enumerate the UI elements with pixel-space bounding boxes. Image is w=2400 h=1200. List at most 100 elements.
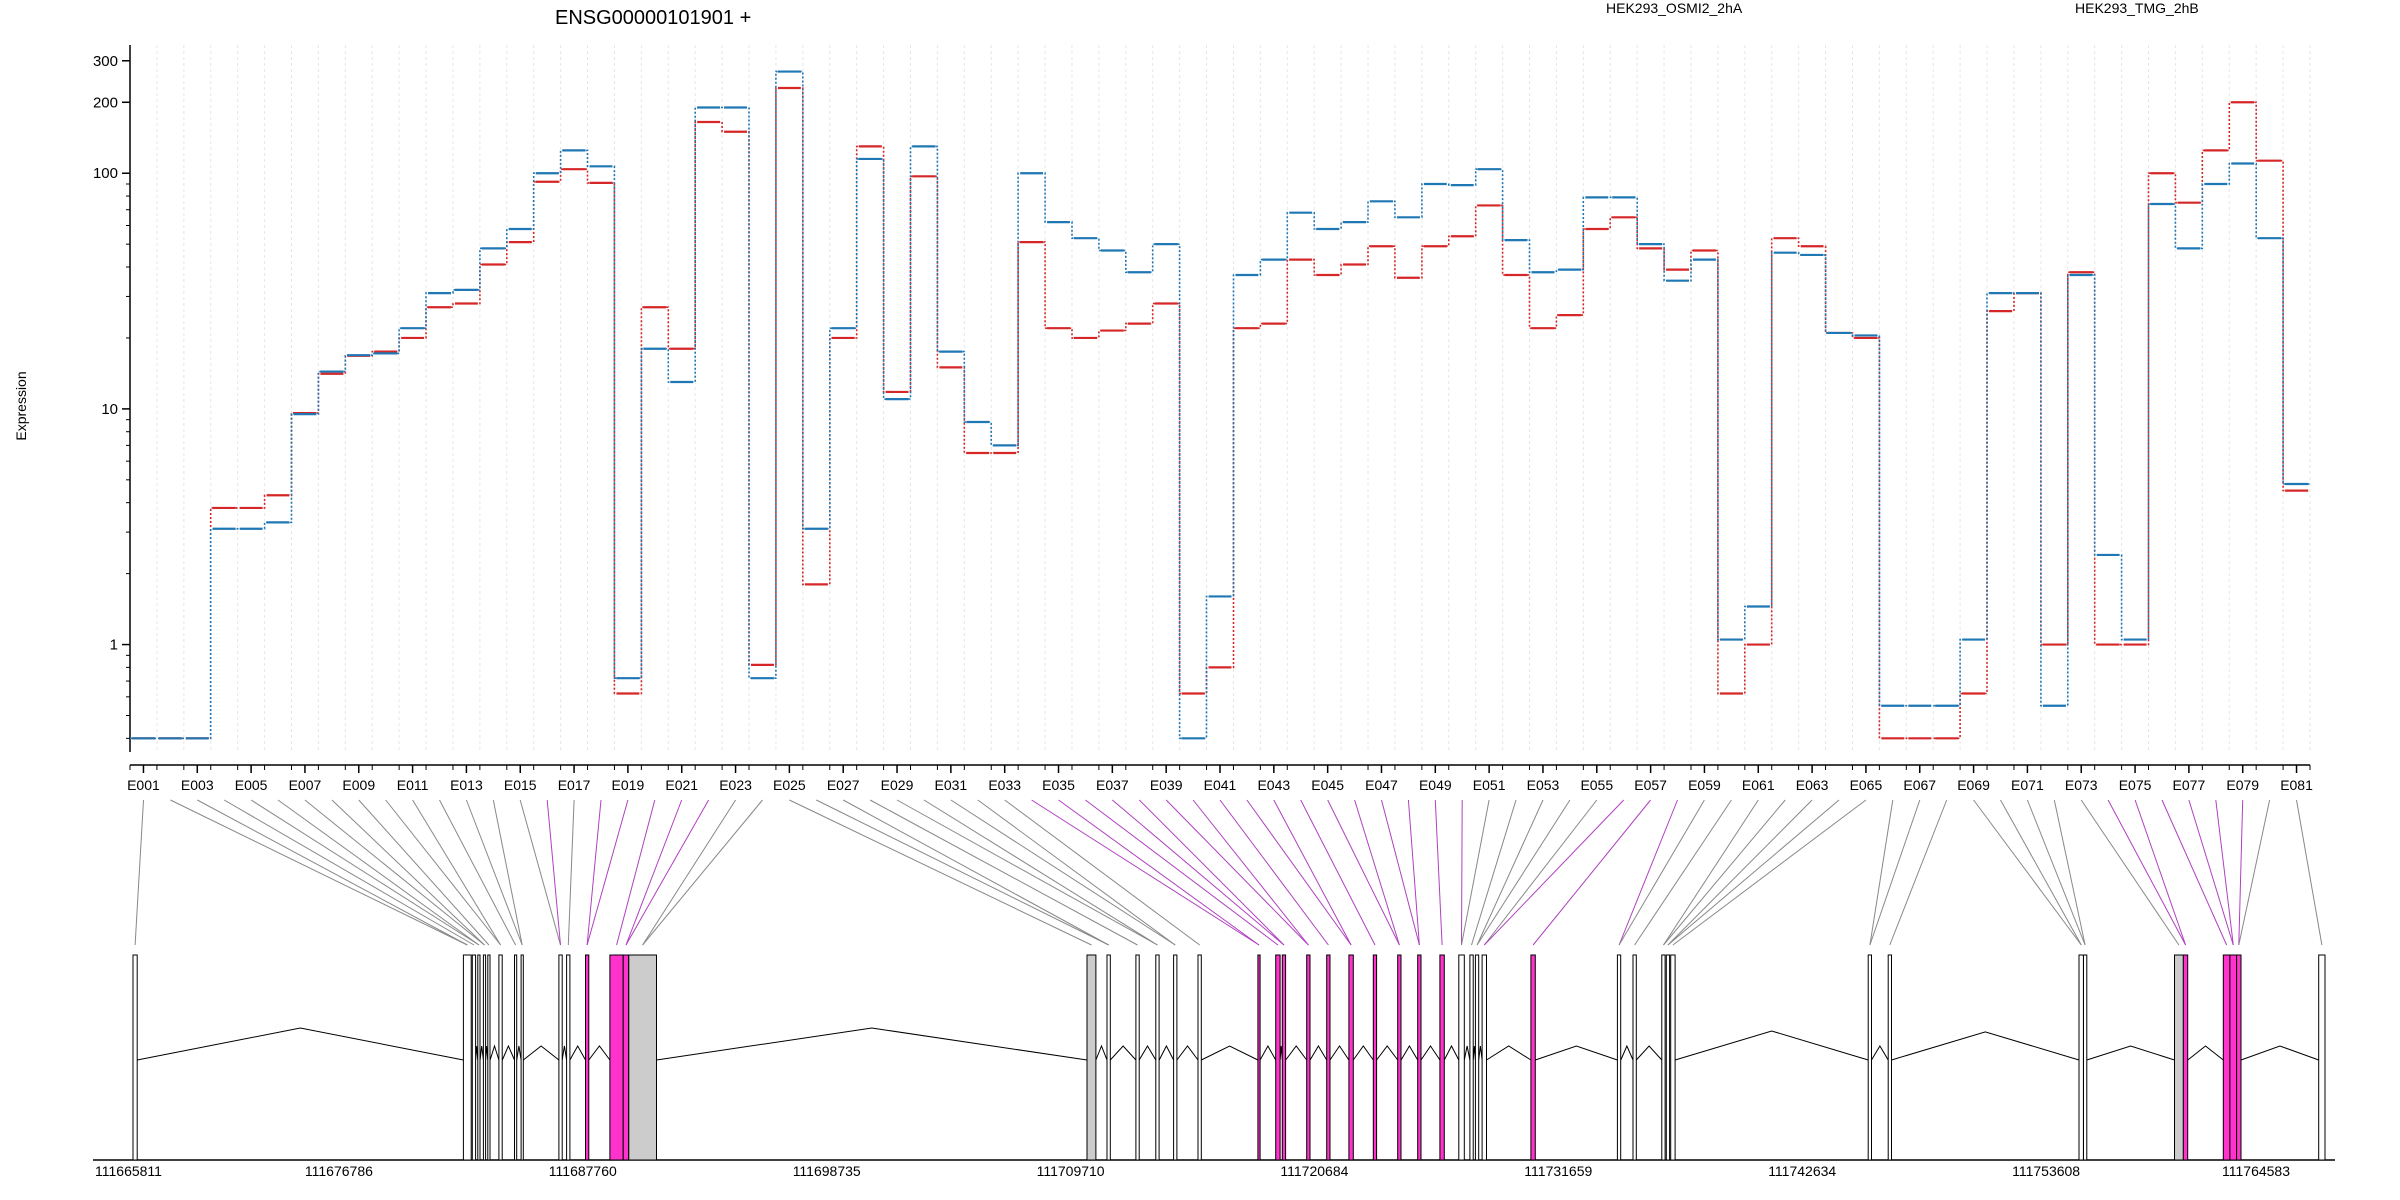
exon-connector (923, 799, 1158, 946)
exon-connector (1031, 799, 1260, 946)
exon-connector (616, 799, 656, 946)
exon-connector (223, 799, 475, 946)
exon-connector (1327, 799, 1400, 946)
exon-connector (1111, 799, 1285, 946)
y-tick-label: 10 (101, 401, 118, 418)
exon-block (1458, 954, 1465, 1161)
exon-block (1173, 954, 1178, 1161)
exon-block (1867, 954, 1872, 1161)
x-tick-label: E011 (397, 777, 429, 793)
intron (137, 1027, 464, 1061)
exon-connector (2080, 799, 2180, 946)
y-tick-label: 300 (93, 53, 118, 70)
exon-connector (439, 799, 517, 946)
exon-connector (586, 799, 629, 946)
intron (1259, 1044, 1277, 1061)
intron (1158, 1044, 1175, 1061)
exon-connector (1618, 799, 1678, 946)
intron (1309, 1045, 1328, 1061)
y-tick-label: 1 (110, 637, 118, 654)
exon-connector (642, 799, 737, 946)
intron (1376, 1045, 1399, 1061)
exon-block (1135, 954, 1140, 1161)
exon-connector (1381, 799, 1420, 946)
intron (1285, 1045, 1308, 1061)
exon-block (1397, 954, 1402, 1161)
x-tick-label: E063 (1796, 777, 1829, 793)
exon-block (1281, 954, 1287, 1161)
coordinate-label: 111742634 (1768, 1163, 1836, 1179)
exon-block (1481, 954, 1487, 1161)
exon-connector (1889, 799, 1948, 946)
exon-connector (816, 799, 1109, 946)
exon-connector (842, 799, 1109, 946)
exon-connector (1618, 799, 1705, 946)
exon-block (487, 954, 491, 1161)
exon-block (482, 954, 487, 1161)
exon-block (1417, 954, 1422, 1161)
exon-block (1887, 954, 1892, 1161)
x-tick-label: E065 (1850, 777, 1883, 793)
coordinate-label: 111687760 (549, 1163, 617, 1179)
y-tick-label: 100 (93, 165, 118, 182)
exon-connector (1138, 799, 1285, 946)
exon-connector (304, 799, 485, 946)
exon-connector (1532, 799, 1651, 946)
exon-connector (1663, 799, 1759, 946)
exon-connector (1869, 799, 1894, 946)
exon-connector (1461, 799, 1463, 946)
exon-connector (1273, 799, 1352, 946)
x-tick-label: E079 (2226, 777, 2259, 793)
x-tick-label: E001 (127, 777, 160, 793)
intron (1635, 1045, 1663, 1061)
coordinate-label: 111676786 (305, 1163, 373, 1179)
exon-block (1326, 954, 1331, 1161)
exon-connector (519, 799, 561, 946)
x-tick-label: E075 (2119, 777, 2152, 793)
x-tick-label: E019 (612, 777, 645, 793)
exon-block (471, 954, 477, 1161)
coordinate-label: 111709710 (1037, 1163, 1105, 1179)
coordinate-label: 111720684 (1280, 1163, 1348, 1179)
exon-connector (625, 799, 710, 946)
x-tick-label: E013 (450, 777, 483, 793)
exon-connector (1476, 799, 1544, 946)
exon-connector (1058, 799, 1260, 946)
exon-connector (1667, 799, 1813, 946)
y-tick-label: 200 (93, 94, 118, 111)
intron (489, 1044, 500, 1061)
exon-block (462, 954, 472, 1161)
x-tick-label: E029 (881, 777, 914, 793)
x-tick-label: E051 (1473, 777, 1506, 793)
x-tick-label: E041 (1204, 777, 1237, 793)
exon-block (558, 954, 563, 1161)
x-tick-label: E057 (1634, 777, 1667, 793)
series-line (130, 87, 2310, 740)
exon-connector (586, 799, 602, 946)
x-tick-label: E043 (1257, 777, 1290, 793)
exon-connector (2134, 799, 2187, 946)
exon-connector (950, 799, 1176, 946)
exon-connector (385, 799, 501, 946)
x-tick-label: E047 (1365, 777, 1398, 793)
x-tick-label: E003 (181, 777, 214, 793)
coordinate-label: 111731659 (1524, 1163, 1592, 1179)
intron (1535, 1045, 1618, 1061)
exon-connector (277, 799, 480, 946)
exon-block (2174, 954, 2184, 1161)
x-tick-label: E071 (2011, 777, 2044, 793)
exon-block (2182, 954, 2189, 1161)
genomic-coordinates: 111665811 111676786 111687760 111698735 1117… (95, 1163, 2290, 1179)
exon-block (132, 954, 138, 1161)
x-tick-label: E031 (935, 777, 968, 793)
exon-block (1257, 954, 1261, 1161)
exon-block (2318, 954, 2326, 1161)
x-tick-label: E027 (827, 777, 860, 793)
x-tick-label: E077 (2173, 777, 2206, 793)
intron (479, 1045, 484, 1061)
exon-connector (2000, 799, 2082, 946)
x-tick-label: E061 (1742, 777, 1775, 793)
intron (1891, 1031, 2080, 1061)
exon-connector (1300, 799, 1376, 946)
